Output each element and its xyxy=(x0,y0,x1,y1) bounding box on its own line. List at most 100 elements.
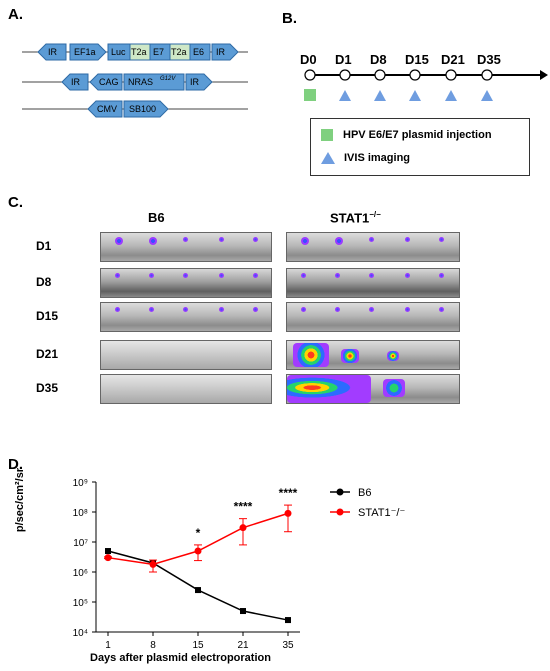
x-tick-label: 1 xyxy=(105,640,111,651)
bioluminescence-spot xyxy=(149,237,157,245)
legend-injection-label: HPV E6/E7 plasmid injection xyxy=(343,129,492,141)
construct2-ir-right: IR xyxy=(190,77,200,87)
x-axis-label: Days after plasmid electroporation xyxy=(90,652,271,664)
ivis-image-b6-d15 xyxy=(100,302,272,332)
ivis-image-stat1-d35 xyxy=(286,374,460,404)
row-label-d8: D8 xyxy=(36,275,52,289)
construct1-t2a-2: T2a xyxy=(171,47,187,57)
significance-marker: **** xyxy=(234,500,253,514)
construct2-nras: NRAS xyxy=(128,77,153,87)
timepoint-label-d1: D1 xyxy=(335,52,352,67)
data-point xyxy=(105,548,111,555)
timepoint-d15-circle xyxy=(409,69,421,81)
construct1-ir-right: IR xyxy=(216,47,226,57)
x-tick-label: 35 xyxy=(282,640,294,651)
construct1-t2a-1: T2a xyxy=(131,47,147,57)
y-tick-label: 10⁶ xyxy=(73,568,88,579)
y-tick-label: 10⁷ xyxy=(73,538,88,549)
bioluminescence-spot xyxy=(149,307,154,312)
bioluminescence-spot xyxy=(115,237,123,245)
construct1-e7: E7 xyxy=(153,47,164,57)
legend-marker xyxy=(336,488,344,496)
bioluminescence-spot xyxy=(253,273,258,278)
bioluminescence-spot xyxy=(405,237,410,242)
bioluminescence-spot xyxy=(253,307,258,312)
injection-marker xyxy=(304,89,316,101)
timepoint-label-d8: D8 xyxy=(370,52,387,67)
construct1-luc: Luc xyxy=(111,47,126,57)
y-tick-label: 10⁸ xyxy=(73,508,88,519)
construct3-sb100: SB100 xyxy=(129,104,156,114)
row-label-d35: D35 xyxy=(36,381,59,395)
plasmid-constructs-diagram: IR EF1a Luc T2a E7 T2a E6 IR IR CAG NRAS… xyxy=(22,43,248,118)
panel-label-a: A. xyxy=(8,6,23,23)
bioluminescence-spot xyxy=(183,273,188,278)
imaging-triangle-d21 xyxy=(445,90,457,101)
bioluminescence-spot xyxy=(369,237,374,242)
data-point xyxy=(285,617,291,624)
bioluminescence-spot xyxy=(149,273,154,278)
data-point xyxy=(104,554,112,562)
column-header-stat1-label: STAT1 xyxy=(330,210,370,226)
data-point xyxy=(284,509,292,517)
bioluminescence-spot xyxy=(301,237,309,245)
construct2-cag: CAG xyxy=(99,77,119,87)
bioluminescence-spot xyxy=(183,237,188,242)
ivis-image-b6-d1 xyxy=(100,232,272,262)
ivis-image-b6-d8 xyxy=(100,268,272,298)
data-point xyxy=(194,547,202,555)
bioluminescence-spot xyxy=(335,307,340,312)
column-header-stat1: STAT1−/− xyxy=(330,210,381,225)
construct1-e6: E6 xyxy=(193,47,204,57)
y-tick-label: 10⁹ xyxy=(73,478,88,489)
timepoint-d21-circle xyxy=(445,69,457,81)
cmv-promoter-arrow xyxy=(87,100,123,118)
e6-box xyxy=(189,43,211,61)
legend-label-0: B6 xyxy=(358,487,371,499)
legend-imaging: IVIS imaging xyxy=(321,152,410,164)
y-axis-label: p/sec/cm²/sr xyxy=(14,467,26,533)
data-point xyxy=(239,524,247,532)
bioluminescence-spot xyxy=(301,307,306,312)
ir-left-arrow-1 xyxy=(37,43,67,61)
bioluminescence-spot xyxy=(115,273,120,278)
blue-triangle-icon xyxy=(321,152,335,164)
bioluminescence-spot xyxy=(439,237,444,242)
bioluminescence-spot xyxy=(369,307,374,312)
cag-promoter-arrow xyxy=(89,73,123,91)
row-label-d1: D1 xyxy=(36,239,52,253)
bioluminescence-spot xyxy=(335,237,343,245)
tumor-signal xyxy=(293,343,329,367)
bioluminescence-spot xyxy=(183,307,188,312)
legend-injection: HPV E6/E7 plasmid injection xyxy=(321,129,492,141)
panel-label-d: D. xyxy=(8,456,23,473)
imaging-triangle-d1 xyxy=(339,90,351,101)
data-point xyxy=(240,608,246,615)
bioluminescence-spot xyxy=(253,237,258,242)
imaging-triangle-d15 xyxy=(409,90,421,101)
column-header-stat1-sup: −/− xyxy=(369,210,381,219)
data-point xyxy=(195,587,201,594)
tumor-signal xyxy=(383,379,405,397)
timepoint-label-d21: D21 xyxy=(441,52,465,67)
timeline-legend-box: HPV E6/E7 plasmid injection IVIS imaging xyxy=(310,118,530,176)
bioluminescence-spot xyxy=(405,307,410,312)
column-header-b6: B6 xyxy=(148,210,165,225)
legend-marker xyxy=(336,508,344,516)
legend-imaging-label: IVIS imaging xyxy=(344,152,411,164)
bioluminescence-spot xyxy=(439,273,444,278)
ivis-image-b6-d35 xyxy=(100,374,272,404)
data-point xyxy=(149,560,157,568)
bioluminescence-spot xyxy=(219,237,224,242)
y-tick-label: 10⁴ xyxy=(73,628,88,639)
ef1a-promoter-arrow xyxy=(69,43,107,61)
construct2-ir-left: IR xyxy=(71,77,81,87)
bioluminescence-spot xyxy=(335,273,340,278)
timepoint-d1-circle xyxy=(339,69,351,81)
sb100-arrow xyxy=(123,100,169,118)
timepoint-label-d15: D15 xyxy=(405,52,429,67)
ir-right-arrow-1 xyxy=(211,43,239,61)
row-label-d15: D15 xyxy=(36,309,59,323)
timepoint-d0-circle xyxy=(304,69,316,81)
